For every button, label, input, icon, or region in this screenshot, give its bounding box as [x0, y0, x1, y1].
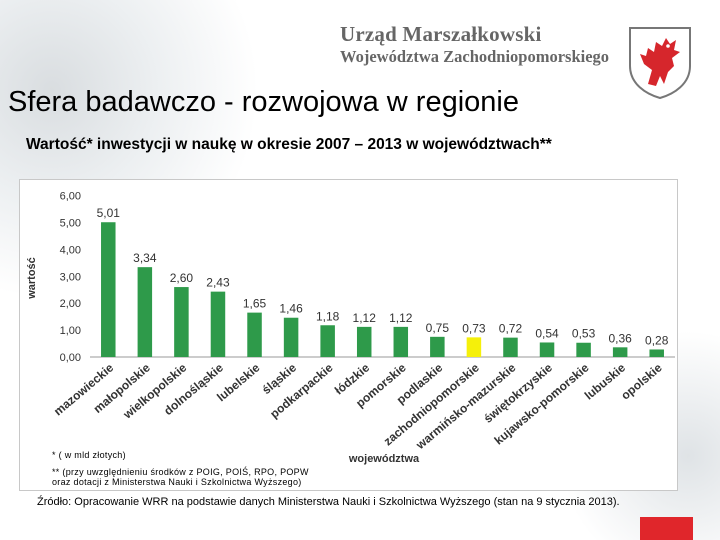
- institution-name-line1: Urząd Marszałkowski: [340, 22, 542, 46]
- data-label: 5,01: [97, 206, 121, 220]
- data-label: 1,46: [279, 302, 303, 316]
- institution-name: Urząd Marszałkowski Województwa Zachodni…: [340, 22, 609, 67]
- data-label: 0,73: [462, 321, 486, 335]
- data-label: 1,65: [243, 297, 267, 311]
- data-label: 0,28: [645, 333, 669, 347]
- bar: [247, 312, 262, 357]
- data-label: 0,53: [572, 327, 596, 341]
- bar: [393, 326, 409, 357]
- data-label: 1,18: [316, 309, 340, 323]
- chart-panel: 0,001,002,003,004,005,006,007,00wartość5…: [19, 179, 678, 491]
- category-label: opolskie: [618, 360, 665, 402]
- red-accent-bar: [640, 517, 693, 540]
- bar: [283, 317, 299, 357]
- bar: [137, 267, 153, 357]
- bar: [101, 222, 116, 357]
- bar-chart: 0,001,002,003,004,005,006,007,00wartość5…: [26, 191, 675, 465]
- bar: [174, 287, 189, 357]
- source-note: Źródło: Opracowanie WRR na podstawie dan…: [37, 496, 620, 508]
- data-label: 0,72: [499, 322, 523, 336]
- bar: [649, 349, 664, 357]
- bar: [320, 325, 335, 357]
- footnote-sources-line2: oraz dotacji z Ministerstwa Nauki i Szko…: [52, 477, 302, 487]
- y-tick-label: 0,00: [60, 352, 81, 364]
- data-label: 0,36: [608, 331, 632, 345]
- chart-subtitle: Wartość* inwestycji w naukę w okresie 20…: [26, 136, 552, 153]
- footnote-units: * ( w mld złotych): [52, 450, 126, 460]
- slide-title: Sfera badawczo - rozwojowa w regionie: [8, 86, 519, 118]
- data-label: 3,34: [133, 251, 157, 265]
- y-tick-label: 5,00: [60, 218, 81, 230]
- y-tick-label: 6,00: [60, 191, 81, 203]
- bar: [430, 336, 445, 357]
- data-label: 0,54: [535, 326, 559, 340]
- bar: [576, 342, 591, 357]
- bar: [612, 347, 628, 357]
- x-axis-label: województwa: [348, 453, 420, 465]
- bar: [466, 337, 482, 357]
- y-tick-label: 1,00: [60, 325, 81, 337]
- institution-name-line2: Województwa Zachodniopomorskiego: [340, 47, 610, 66]
- griffin-coat-of-arms-icon: [629, 27, 691, 100]
- bar: [539, 342, 555, 357]
- y-tick-label: 2,00: [60, 298, 81, 310]
- y-tick-label: 3,00: [60, 271, 81, 283]
- y-tick-label: 4,00: [60, 244, 81, 256]
- y-axis-label: wartość: [26, 257, 38, 300]
- bar: [356, 326, 372, 357]
- data-label: 1,12: [389, 311, 413, 325]
- footnote-sources-line1: ** (przy uwzględnieniu środków z POIG, P…: [52, 467, 309, 477]
- data-label: 2,43: [206, 276, 230, 290]
- bar: [503, 337, 518, 357]
- data-label: 2,60: [170, 271, 194, 285]
- bar: [210, 291, 226, 357]
- data-label: 0,75: [426, 321, 450, 335]
- data-label: 1,12: [353, 311, 377, 325]
- category-label: podkarpackie: [267, 360, 336, 421]
